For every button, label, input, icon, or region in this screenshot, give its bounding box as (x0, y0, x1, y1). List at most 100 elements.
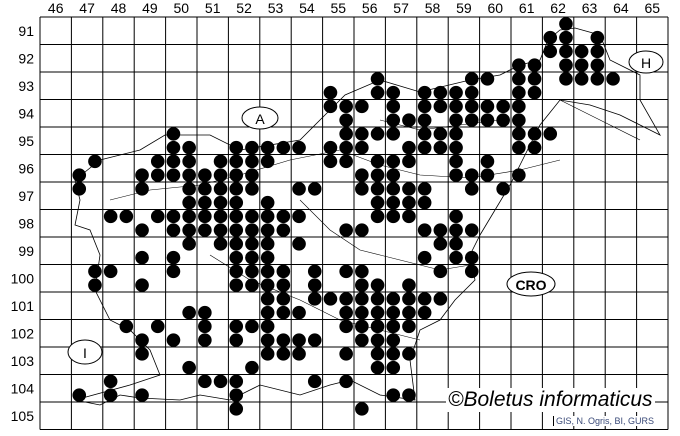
occurrence-dot (386, 209, 401, 224)
svg-text:H: H (641, 55, 651, 71)
occurrence-dot (449, 154, 463, 169)
occurrence-dot (464, 250, 479, 265)
occurrence-dot (402, 182, 416, 196)
occurrence-dot (182, 168, 196, 182)
occurrence-dot (464, 264, 479, 279)
occurrence-dot (402, 388, 416, 402)
occurrence-dot (198, 223, 212, 237)
occurrence-dot (480, 99, 495, 114)
occurrence-dot (512, 113, 526, 127)
occurrence-dot (103, 388, 118, 402)
occurrence-dot (386, 85, 401, 100)
occurrence-dot (464, 223, 479, 237)
occurrence-dot (88, 264, 102, 279)
occurrence-dot (213, 182, 228, 196)
occurrence-dot (260, 264, 275, 279)
occurrence-dots (72, 17, 620, 416)
region-label-croatia: CRO (506, 271, 556, 297)
occurrence-dot (464, 182, 479, 196)
occurrence-dot (307, 374, 322, 389)
occurrence-dot (119, 319, 134, 334)
occurrence-dot (417, 292, 432, 306)
occurrence-dot (260, 319, 275, 334)
occurrence-dot (402, 113, 416, 127)
occurrence-dot (402, 195, 416, 210)
region-label-italy: I (67, 339, 103, 365)
occurrence-dot (480, 72, 495, 86)
occurrence-dot (370, 182, 385, 196)
occurrence-dot (260, 347, 275, 361)
occurrence-dot (260, 333, 275, 347)
occurrence-dot (464, 72, 479, 86)
row-label: 95 (18, 133, 34, 149)
occurrence-dot (245, 182, 259, 196)
credit-text: GIS, N. Ogris, BI, GURS (553, 416, 657, 426)
occurrence-dot (559, 17, 573, 31)
occurrence-dot (276, 347, 291, 361)
occurrence-dot (260, 195, 275, 210)
occurrence-dot (386, 113, 401, 127)
occurrence-dot (386, 168, 401, 182)
occurrence-dot (449, 209, 463, 224)
occurrence-dot (527, 140, 542, 155)
grid-lines (39, 16, 669, 430)
occurrence-dot (370, 127, 385, 141)
occurrence-dot (260, 278, 275, 292)
occurrence-dot (480, 154, 495, 169)
occurrence-dot (339, 292, 353, 306)
occurrence-dot (355, 292, 369, 306)
occurrence-dot (527, 72, 542, 86)
occurrence-dot (292, 305, 306, 320)
occurrence-dot (590, 72, 605, 86)
occurrence-dot (135, 278, 149, 292)
occurrence-dot (355, 402, 369, 416)
occurrence-dot (229, 195, 244, 210)
svg-text:CRO: CRO (515, 277, 546, 293)
occurrence-dot (198, 182, 212, 196)
row-label: 91 (18, 23, 34, 39)
occurrence-dot (103, 374, 118, 389)
occurrence-dot (370, 278, 385, 292)
svg-text:I: I (83, 345, 87, 361)
occurrence-dot (355, 333, 369, 347)
occurrence-dot (229, 319, 244, 334)
occurrence-dot (72, 182, 87, 196)
occurrence-dot (307, 182, 322, 196)
occurrence-dot (150, 154, 165, 169)
occurrence-dot (417, 85, 432, 100)
row-label: 98 (18, 215, 34, 231)
occurrence-dot (370, 85, 385, 100)
occurrence-dot (307, 292, 322, 306)
occurrence-dot (386, 195, 401, 210)
occurrence-dot (339, 223, 353, 237)
occurrence-dot (166, 209, 181, 224)
occurrence-dot (370, 195, 385, 210)
occurrence-dot (307, 264, 322, 279)
occurrence-dot (260, 305, 275, 320)
occurrence-dot (323, 99, 338, 114)
occurrence-dot (135, 223, 149, 237)
occurrence-dot (213, 168, 228, 182)
occurrence-dot (339, 140, 353, 155)
occurrence-dot (386, 333, 401, 347)
occurrence-dot (229, 140, 244, 155)
occurrence-dot (370, 305, 385, 320)
row-label: 105 (11, 408, 35, 424)
occurrence-dot (543, 30, 558, 45)
occurrence-dot (449, 237, 463, 251)
occurrence-dot (370, 333, 385, 347)
occurrence-dot (229, 333, 244, 347)
row-label: 97 (18, 188, 34, 204)
occurrence-dot (245, 223, 259, 237)
occurrence-dot (433, 237, 448, 251)
occurrence-dot (339, 113, 353, 127)
occurrence-dot (370, 72, 385, 86)
column-label: 64 (613, 0, 629, 16)
occurrence-dot (402, 209, 416, 224)
row-label: 99 (18, 243, 34, 259)
occurrence-dot (370, 154, 385, 169)
occurrence-dot (307, 333, 322, 347)
occurrence-dot (213, 195, 228, 210)
occurrence-dot (166, 127, 181, 141)
